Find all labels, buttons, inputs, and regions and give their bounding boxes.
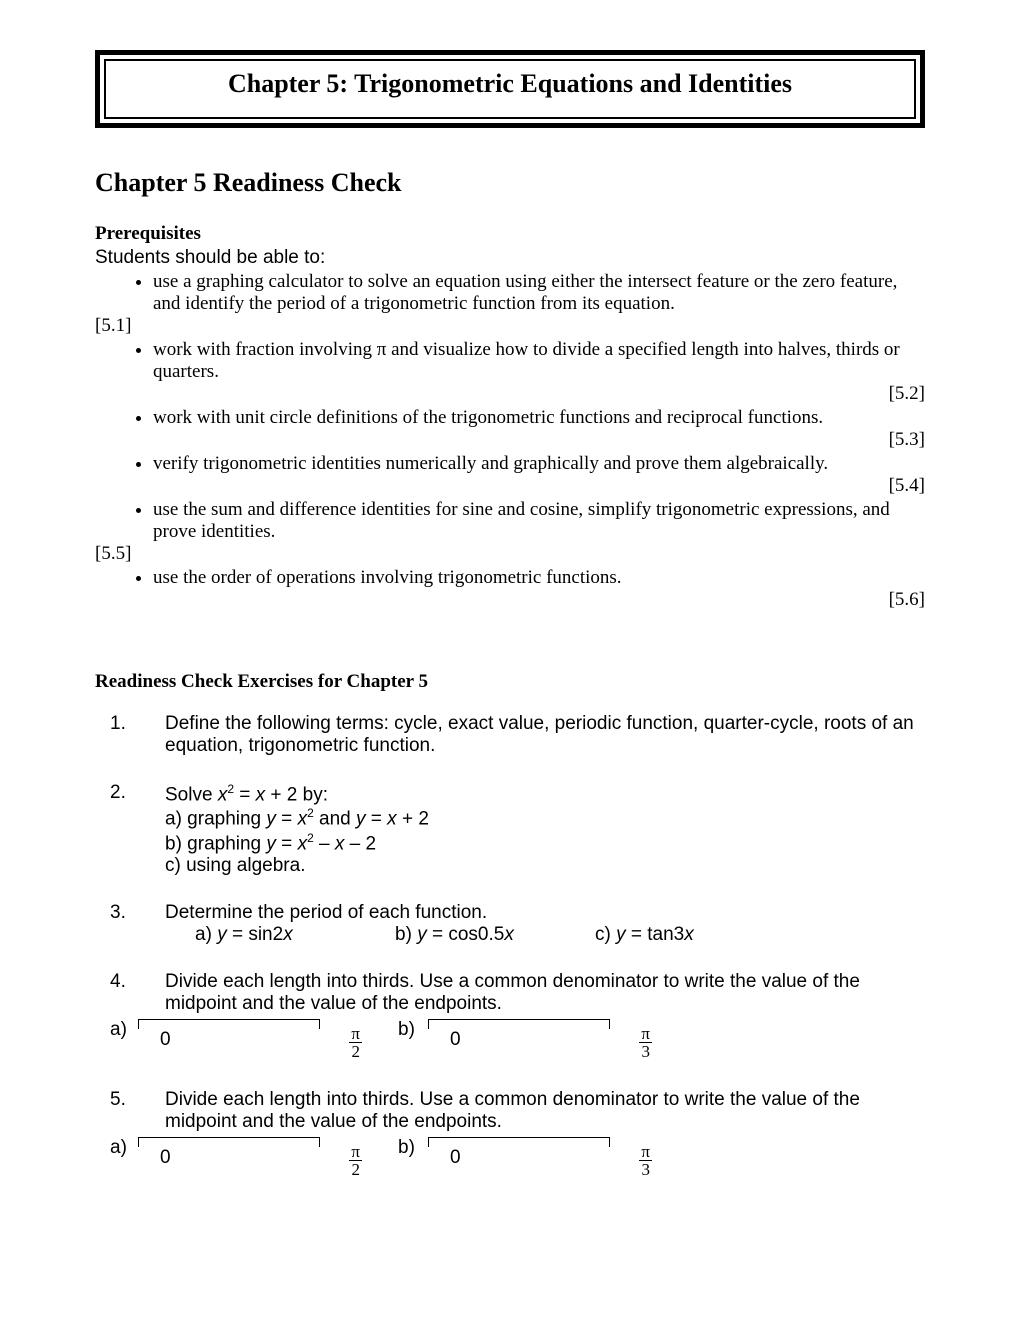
exercise-number: 1. <box>95 713 165 757</box>
section-ref: [5.5] <box>95 543 925 565</box>
readiness-heading: Chapter 5 Readiness Check <box>95 168 925 198</box>
exercise-item: 4. Divide each length into thirds. Use a… <box>95 971 925 1064</box>
exercise-line: a) graphing y = x2 and y = x + 2 <box>165 806 925 830</box>
part-label-b: b) <box>398 1137 428 1159</box>
exercise-list: 1. Define the following terms: cycle, ex… <box>95 713 925 1182</box>
endpoint-right: π 3 <box>639 1147 652 1182</box>
segment-labels: 0 π 2 <box>138 1147 318 1182</box>
prereq-item: use a graphing calculator to solve an eq… <box>153 271 925 315</box>
endpoint-left: 0 <box>450 1029 461 1064</box>
exercise-line: Solve x2 = x + 2 by: <box>165 782 925 806</box>
exercise-line: b) graphing y = x2 – x – 2 <box>165 831 925 855</box>
fraction: π 3 <box>639 1025 652 1060</box>
exercise-body: Solve x2 = x + 2 by: a) graphing y = x2 … <box>165 782 925 877</box>
diagram-row: a) 0 π 2 b) <box>110 1137 925 1182</box>
section-ref: [5.2] <box>95 383 925 405</box>
exercise-item: 2. Solve x2 = x + 2 by: a) graphing y = … <box>95 782 925 877</box>
endpoint-left: 0 <box>160 1029 171 1064</box>
exercise-number: 2. <box>95 782 165 877</box>
endpoint-left: 0 <box>450 1147 461 1182</box>
exercise-line: c) using algebra. <box>165 855 925 877</box>
part-a: a) y = sin2x <box>195 924 395 946</box>
endpoint-right: π 2 <box>349 1147 362 1182</box>
fraction: π 3 <box>639 1143 652 1178</box>
endpoint-left: 0 <box>160 1147 171 1182</box>
exercise-body: Divide each length into thirds. Use a co… <box>165 971 925 1064</box>
prerequisite-list: work with unit circle definitions of the… <box>95 407 925 429</box>
chapter-title: Chapter 5: Trigonometric Equations and I… <box>106 69 914 99</box>
chapter-banner-inner: Chapter 5: Trigonometric Equations and I… <box>104 59 916 119</box>
fraction: π 2 <box>349 1025 362 1060</box>
segment-bracket <box>428 1137 610 1147</box>
prerequisite-list: work with fraction involving π and visua… <box>95 339 925 383</box>
part-c: c) y = tan3x <box>595 924 795 946</box>
prerequisite-list: use the sum and difference identities fo… <box>95 499 925 543</box>
fraction: π 2 <box>349 1143 362 1178</box>
exercise-line: Determine the period of each function. <box>165 902 925 924</box>
exercise-line: Divide each length into thirds. Use a co… <box>165 971 925 1015</box>
part-b: b) y = cos0.5x <box>395 924 595 946</box>
exercise-body: Divide each length into thirds. Use a co… <box>165 1089 925 1182</box>
segment-bracket <box>138 1019 320 1029</box>
section-ref: [5.3] <box>95 429 925 451</box>
prereq-item: use the sum and difference identities fo… <box>153 499 925 543</box>
parts-row: a) y = sin2x b) y = cos0.5x c) y = tan3x <box>165 924 925 946</box>
exercise-number: 3. <box>95 902 165 946</box>
prereq-item: use the order of operations involving tr… <box>153 567 925 589</box>
exercise-body: Define the following terms: cycle, exact… <box>165 713 925 757</box>
prerequisite-list: use the order of operations involving tr… <box>95 567 925 589</box>
exercise-item: 3. Determine the period of each function… <box>95 902 925 946</box>
prerequisites-label: Prerequisites <box>95 223 925 245</box>
section-ref: [5.6] <box>95 589 925 611</box>
chapter-banner-outer: Chapter 5: Trigonometric Equations and I… <box>95 50 925 128</box>
segment-labels: 0 π 3 <box>428 1147 608 1182</box>
endpoint-right: π 2 <box>349 1029 362 1064</box>
prerequisites-intro: Students should be able to: <box>95 247 925 269</box>
exercise-item: 1. Define the following terms: cycle, ex… <box>95 713 925 757</box>
exercise-item: 5. Divide each length into thirds. Use a… <box>95 1089 925 1182</box>
prerequisite-list: verify trigonometric identities numerica… <box>95 453 925 475</box>
endpoint-right: π 3 <box>639 1029 652 1064</box>
part-label-b: b) <box>398 1019 428 1041</box>
exercises-heading: Readiness Check Exercises for Chapter 5 <box>95 671 925 693</box>
segment-diagram: 0 π 2 <box>138 1019 318 1064</box>
segment-diagram: 0 π 3 <box>428 1019 608 1064</box>
part-label-a: a) <box>110 1137 138 1159</box>
section-ref: [5.1] <box>95 315 925 337</box>
segment-bracket <box>138 1137 320 1147</box>
segment-diagram: 0 π 2 <box>138 1137 318 1182</box>
prereq-item: work with unit circle definitions of the… <box>153 407 925 429</box>
prereq-item: verify trigonometric identities numerica… <box>153 453 925 475</box>
exercise-line: Divide each length into thirds. Use a co… <box>165 1089 925 1133</box>
part-label-a: a) <box>110 1019 138 1041</box>
section-ref: [5.4] <box>95 475 925 497</box>
segment-bracket <box>428 1019 610 1029</box>
exercise-body: Determine the period of each function. a… <box>165 902 925 946</box>
segment-diagram: 0 π 3 <box>428 1137 608 1182</box>
prerequisite-list: use a graphing calculator to solve an eq… <box>95 271 925 315</box>
segment-labels: 0 π 2 <box>138 1029 318 1064</box>
prereq-item: work with fraction involving π and visua… <box>153 339 925 383</box>
segment-labels: 0 π 3 <box>428 1029 608 1064</box>
page: Chapter 5: Trigonometric Equations and I… <box>0 0 1020 1257</box>
diagram-row: a) 0 π 2 b) <box>110 1019 925 1064</box>
